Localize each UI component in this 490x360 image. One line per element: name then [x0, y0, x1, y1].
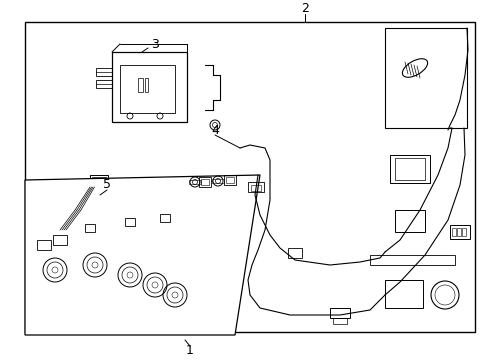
- Bar: [452, 228, 456, 236]
- Bar: [240, 208, 252, 218]
- Bar: [457, 228, 461, 236]
- Bar: [90, 175, 108, 187]
- Bar: [145, 78, 148, 92]
- Bar: [96, 68, 112, 76]
- Bar: [160, 214, 170, 222]
- Text: 3: 3: [151, 39, 159, 51]
- Bar: [112, 52, 187, 122]
- Bar: [53, 235, 67, 245]
- Bar: [201, 179, 209, 185]
- Bar: [450, 225, 470, 239]
- Bar: [390, 155, 430, 183]
- Polygon shape: [25, 175, 260, 335]
- Bar: [248, 182, 264, 192]
- Text: 5: 5: [103, 179, 111, 192]
- Bar: [242, 195, 250, 201]
- Bar: [370, 255, 455, 265]
- Bar: [212, 179, 224, 183]
- Text: 1: 1: [186, 343, 194, 356]
- Text: 4: 4: [211, 123, 219, 136]
- Bar: [92, 177, 106, 185]
- Bar: [226, 177, 234, 183]
- Bar: [385, 280, 423, 308]
- Bar: [242, 180, 250, 186]
- Bar: [85, 224, 95, 232]
- Bar: [395, 210, 425, 232]
- Bar: [37, 240, 51, 250]
- Bar: [120, 65, 175, 113]
- Bar: [385, 28, 467, 128]
- Text: 2: 2: [301, 3, 309, 15]
- Bar: [288, 248, 302, 258]
- Bar: [240, 178, 252, 188]
- Bar: [125, 218, 135, 226]
- Bar: [462, 228, 466, 236]
- Bar: [224, 175, 236, 185]
- Bar: [25, 22, 475, 332]
- Bar: [189, 180, 201, 184]
- Bar: [395, 158, 425, 180]
- Bar: [333, 318, 347, 324]
- Bar: [199, 177, 211, 187]
- Bar: [138, 78, 143, 92]
- Bar: [251, 185, 261, 191]
- Bar: [330, 308, 350, 318]
- Bar: [96, 80, 112, 88]
- Bar: [242, 210, 250, 216]
- Bar: [240, 193, 252, 203]
